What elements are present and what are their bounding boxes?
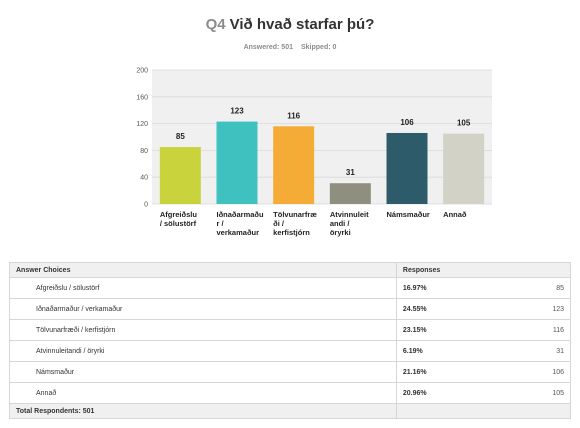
y-tick-label: 80 (140, 148, 148, 155)
bar (443, 133, 485, 204)
answer-choice: Atvinnuleitandi / öryrki (9, 340, 397, 362)
answer-choice: Annað (9, 382, 397, 404)
data-label: 105 (457, 119, 471, 128)
response-count: 31 (455, 340, 571, 362)
bar (329, 183, 371, 204)
y-tick-label: 160 (136, 94, 148, 101)
response-stats: Answered: 501 Skipped: 0 (0, 44, 580, 51)
bar (159, 147, 201, 204)
y-tick-label: 120 (136, 121, 148, 128)
table-row: Atvinnuleitandi / öryrki 6.19% 31 (9, 340, 571, 362)
x-tick-label: Tölvunarfræ ði / kerfistjórn (273, 210, 317, 237)
data-label: 116 (287, 111, 300, 120)
data-label: 106 (400, 118, 414, 127)
response-percent: 16.97% (395, 277, 456, 299)
x-tick-label: Námsmaður (386, 210, 430, 219)
y-tick-label: 200 (136, 68, 148, 75)
response-percent: 6.19% (395, 340, 456, 362)
total-respondents: Total Respondents: 501 (9, 403, 397, 419)
skipped-count: Skipped: 0 (301, 44, 337, 51)
table-row: Annað 20.96% 105 (9, 382, 571, 404)
question-number: Q4 (205, 16, 226, 33)
plot-area (152, 70, 492, 204)
response-percent: 23.15% (395, 319, 456, 341)
response-count: 105 (455, 382, 571, 404)
response-count: 85 (455, 277, 571, 299)
answer-choices-header: Answer Choices (9, 262, 397, 278)
table-row: Iðnaðarmaður / verkamaður 24.55% 123 (9, 298, 571, 320)
response-percent: 20.96% (395, 382, 456, 404)
footer-blank (395, 403, 572, 419)
data-label: 31 (346, 168, 355, 177)
y-tick-label: 40 (140, 175, 148, 182)
data-label: 123 (230, 107, 244, 116)
table-row: Afgreiðslu / sölustörf 16.97% 85 (9, 277, 571, 299)
table-row: Námsmaður 21.16% 106 (9, 361, 571, 383)
response-count: 106 (455, 361, 571, 383)
bar-chart: 0 40 80 120 160 200 85 123 116 31 106 105 (136, 68, 492, 209)
x-tick-label: Annað (443, 210, 467, 219)
table-header-row: Answer Choices Responses (9, 262, 572, 278)
bar (273, 126, 315, 204)
results-table: Answer Choices Responses Afgreiðslu / sö… (9, 262, 572, 419)
answer-choice: Afgreiðslu / sölustörf (9, 277, 397, 299)
table-footer-row: Total Respondents: 501 (9, 403, 572, 419)
response-percent: 24.55% (395, 298, 456, 320)
x-tick-label: Atvinnuleit andi / öryrki (329, 210, 369, 237)
response-count: 123 (455, 298, 571, 320)
x-tick-label: Afgreiðslu / sölustörf (159, 210, 197, 228)
x-tick-label: Iðnaðarmaðu r / verkamaður (216, 210, 264, 237)
answer-choice: Tölvunarfræði / kerfistjórn (9, 319, 397, 341)
question-text: Við hvað starfar þú? (229, 16, 375, 33)
response-percent: 21.16% (395, 361, 456, 383)
answered-count: Answered: 501 (243, 44, 293, 51)
responses-header: Responses (395, 262, 572, 278)
bar (386, 132, 428, 204)
table-row: Tölvunarfræði / kerfistjórn 23.15% 116 (9, 319, 571, 341)
answer-choice: Iðnaðarmaður / verkamaður (9, 298, 397, 320)
data-label: 85 (176, 132, 185, 141)
answer-choice: Námsmaður (9, 361, 397, 383)
bar (216, 121, 258, 204)
y-tick-label: 0 (144, 202, 148, 209)
question-title: Q4 Við hvað starfar þú? (0, 16, 580, 33)
response-count: 116 (455, 319, 571, 341)
